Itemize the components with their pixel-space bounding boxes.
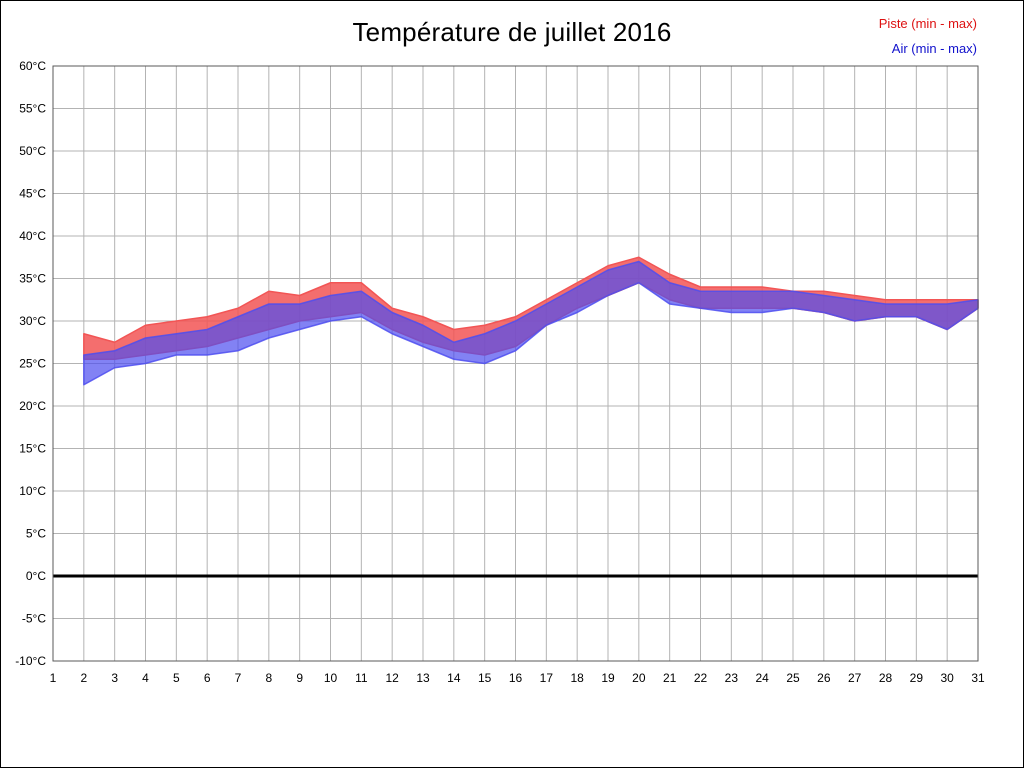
x-axis-tick-label: 28: [879, 671, 893, 685]
legend-item-piste: Piste (min - max): [878, 16, 977, 31]
x-axis-tick-label: 31: [971, 671, 985, 685]
x-axis-tick-label: 3: [111, 671, 118, 685]
x-axis-tick-label: 20: [632, 671, 646, 685]
x-axis-tick-label: 23: [725, 671, 739, 685]
x-axis-tick-label: 26: [817, 671, 831, 685]
x-axis-tick-label: 6: [204, 671, 211, 685]
x-axis-tick-label: 7: [235, 671, 242, 685]
x-axis-tick-label: 27: [848, 671, 862, 685]
x-axis-tick-label: 25: [786, 671, 800, 685]
x-axis-tick-label: 22: [694, 671, 708, 685]
chart-title: Température de juillet 2016: [352, 17, 672, 47]
x-axis-tick-label: 1: [50, 671, 57, 685]
x-axis-tick-label: 18: [570, 671, 584, 685]
x-axis-tick-label: 17: [540, 671, 554, 685]
y-axis-tick-label: 15°C: [19, 442, 46, 456]
y-axis-tick-label: 0°C: [26, 569, 46, 583]
y-axis-tick-label: -10°C: [15, 654, 46, 668]
y-axis-tick-label: 10°C: [19, 484, 46, 498]
x-axis-tick-label: 24: [755, 671, 769, 685]
y-axis-tick-label: 25°C: [19, 357, 46, 371]
x-axis-tick-label: 30: [940, 671, 954, 685]
x-axis-tick-label: 21: [663, 671, 677, 685]
y-axis-tick-label: -5°C: [22, 612, 46, 626]
y-axis-tick-label: 50°C: [19, 144, 46, 158]
x-axis-tick-label: 9: [296, 671, 303, 685]
y-axis-tick-label: 60°C: [19, 59, 46, 73]
x-axis-tick-label: 14: [447, 671, 461, 685]
x-axis-tick-label: 11: [355, 671, 368, 685]
y-axis-tick-label: 55°C: [19, 102, 46, 116]
chart-legend: Piste (min - max) Air (min - max): [879, 11, 977, 61]
y-axis-tick-label: 5°C: [26, 527, 46, 541]
x-axis-tick-label: 4: [142, 671, 149, 685]
x-axis-tick-label: 29: [910, 671, 924, 685]
y-axis-tick-label: 35°C: [19, 272, 46, 286]
x-axis-tick-label: 19: [601, 671, 615, 685]
x-axis-tick-label: 15: [478, 671, 492, 685]
plot-border: [52, 65, 979, 662]
x-axis-tick-label: 5: [173, 671, 180, 685]
y-axis-tick-label: 40°C: [19, 229, 46, 243]
x-axis-tick-label: 13: [416, 671, 430, 685]
x-axis-tick-label: 8: [265, 671, 272, 685]
x-axis-tick-label: 10: [324, 671, 338, 685]
x-axis-tick-label: 16: [509, 671, 523, 685]
y-axis-tick-label: 20°C: [19, 399, 46, 413]
x-axis-tick-label: 12: [385, 671, 399, 685]
y-axis-tick-label: 30°C: [19, 314, 46, 328]
legend-item-air: Air (min - max): [891, 41, 977, 56]
y-axis-tick-label: 45°C: [19, 187, 46, 201]
x-axis-tick-label: 2: [80, 671, 87, 685]
